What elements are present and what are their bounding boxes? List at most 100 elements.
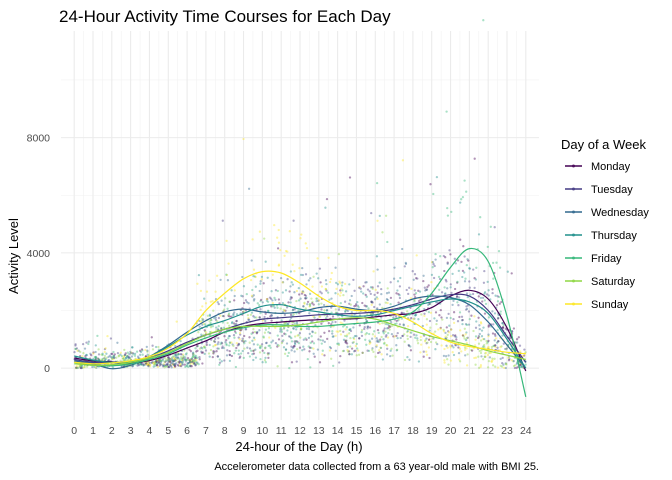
data-point bbox=[79, 365, 82, 369]
data-point bbox=[283, 332, 286, 335]
scatter-points bbox=[73, 19, 527, 370]
data-point bbox=[173, 353, 177, 357]
data-point bbox=[194, 356, 197, 360]
data-point bbox=[381, 358, 385, 361]
data-point bbox=[362, 292, 365, 295]
data-point bbox=[502, 342, 505, 345]
data-point bbox=[167, 359, 170, 363]
data-point bbox=[170, 359, 173, 362]
data-point bbox=[520, 365, 523, 369]
data-point bbox=[520, 365, 523, 368]
data-point bbox=[385, 343, 388, 347]
data-point bbox=[174, 365, 177, 368]
data-point bbox=[361, 301, 364, 305]
data-point bbox=[499, 345, 502, 349]
y-tick-label: 4000 bbox=[27, 248, 51, 260]
data-point bbox=[412, 278, 415, 281]
legend-items: MondayTuesdayWednesdayThursdayFridaySatu… bbox=[565, 161, 649, 311]
data-point bbox=[235, 313, 239, 316]
data-point bbox=[112, 354, 115, 358]
data-point bbox=[195, 350, 198, 353]
data-point bbox=[447, 312, 450, 316]
data-point bbox=[113, 353, 116, 356]
data-point bbox=[180, 353, 183, 356]
data-point bbox=[422, 279, 425, 283]
data-point bbox=[446, 358, 449, 361]
data-point bbox=[425, 323, 428, 326]
data-point bbox=[160, 360, 163, 363]
data-point bbox=[196, 282, 199, 285]
data-point bbox=[298, 346, 302, 349]
data-point bbox=[313, 316, 316, 319]
data-point bbox=[344, 339, 347, 342]
data-point bbox=[252, 349, 255, 353]
data-point bbox=[315, 297, 318, 300]
data-point bbox=[192, 360, 195, 364]
data-point bbox=[374, 355, 377, 358]
data-point bbox=[171, 358, 174, 362]
data-point bbox=[461, 269, 465, 273]
data-point bbox=[176, 356, 180, 359]
data-point bbox=[297, 299, 301, 302]
data-point bbox=[232, 322, 236, 325]
data-point bbox=[128, 353, 131, 356]
data-point bbox=[281, 281, 285, 284]
data-point bbox=[311, 330, 314, 334]
data-point bbox=[432, 276, 436, 280]
data-point bbox=[252, 336, 256, 339]
data-point bbox=[383, 341, 386, 345]
data-point bbox=[413, 273, 417, 276]
data-point bbox=[260, 345, 263, 348]
data-point bbox=[155, 359, 159, 362]
data-point bbox=[279, 276, 283, 280]
data-point bbox=[237, 352, 240, 356]
data-point bbox=[422, 350, 425, 353]
data-point bbox=[185, 358, 188, 361]
data-point bbox=[507, 359, 511, 362]
data-point bbox=[191, 359, 194, 363]
data-point bbox=[284, 348, 288, 351]
data-point bbox=[320, 342, 323, 345]
data-point bbox=[353, 289, 356, 292]
data-point bbox=[94, 355, 97, 359]
data-point bbox=[378, 281, 381, 284]
data-point bbox=[247, 187, 251, 190]
data-point bbox=[213, 350, 216, 354]
data-point bbox=[287, 322, 290, 325]
data-point bbox=[289, 331, 293, 334]
data-point bbox=[448, 324, 451, 327]
data-point bbox=[400, 311, 403, 314]
data-point bbox=[192, 351, 195, 354]
data-point bbox=[487, 289, 490, 292]
data-point bbox=[396, 280, 400, 283]
data-point bbox=[217, 347, 220, 350]
data-point bbox=[228, 353, 231, 356]
data-point bbox=[233, 311, 236, 314]
data-point bbox=[234, 365, 238, 369]
data-point bbox=[277, 298, 281, 301]
data-point bbox=[450, 344, 454, 347]
data-point bbox=[201, 362, 204, 365]
data-point bbox=[85, 365, 89, 368]
data-point bbox=[467, 259, 470, 262]
data-point bbox=[146, 349, 149, 352]
data-point bbox=[442, 330, 446, 333]
data-point bbox=[125, 354, 129, 357]
data-point bbox=[171, 360, 174, 363]
data-point bbox=[171, 363, 175, 366]
data-point bbox=[291, 283, 295, 286]
data-point bbox=[443, 292, 447, 296]
data-point bbox=[254, 285, 257, 288]
data-point bbox=[384, 330, 387, 333]
data-point bbox=[94, 350, 97, 354]
data-point bbox=[178, 360, 181, 363]
data-point bbox=[200, 333, 203, 336]
data-point bbox=[486, 346, 489, 349]
data-point bbox=[258, 329, 261, 332]
data-point bbox=[302, 305, 305, 308]
x-tick-label: 20 bbox=[445, 425, 457, 437]
data-point bbox=[190, 360, 194, 363]
data-point bbox=[279, 326, 282, 329]
data-point bbox=[74, 347, 77, 351]
